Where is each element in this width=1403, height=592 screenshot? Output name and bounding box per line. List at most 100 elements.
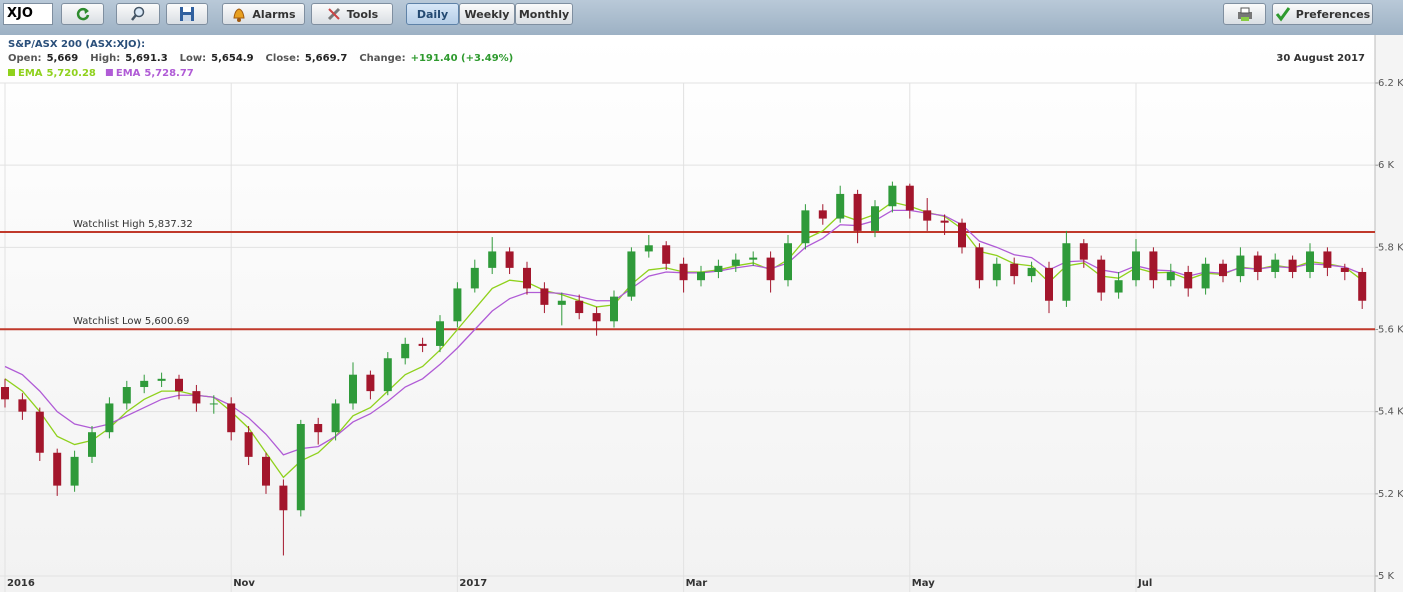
candle-body [1,387,9,400]
candle-body [1201,263,1210,289]
period-button[interactable]: Monthly [515,3,573,25]
candle-body [1149,251,1158,281]
candle-body [401,343,410,359]
alarms-button[interactable]: Alarms [222,3,305,25]
candle-body [227,403,236,433]
candle-body [383,358,392,392]
candle-body [296,423,305,511]
candle-body [766,257,775,281]
candle-body [349,374,357,404]
toolbar: XJO Alarms Tools Daily Weekly Monthly Pr… [0,0,1403,35]
candle-body [540,288,549,305]
candle-body [366,374,375,392]
candle-body [53,452,62,486]
quote-value: 5,669 [47,53,79,64]
candle-body [923,210,932,221]
print-button[interactable] [1223,3,1266,25]
legend: EMA 5,720.28 EMA 5,728.77 [8,68,194,79]
candle-body [592,313,601,322]
legend-name: EMA [116,68,141,79]
candle-body [836,193,845,219]
candle-body [697,271,705,281]
zoom-button[interactable] [116,3,160,25]
quote-label: High: [90,53,120,64]
y-tick-label: 5 K [1378,571,1395,582]
candle-body [1062,243,1071,301]
check-icon [1275,7,1290,22]
candle-body [958,222,966,248]
y-tick-label: 5.8 K [1378,242,1403,253]
candle-body [1184,271,1193,289]
candle-body [244,432,253,457]
candle-body [940,220,949,223]
y-tick-label: 5.6 K [1378,325,1403,336]
refresh-icon [76,7,89,21]
candle-body [557,300,566,305]
quote-value: +191.40 (+3.49%) [411,53,514,64]
symbol-input[interactable]: XJO [3,3,53,25]
candle-body [1219,263,1227,277]
candle-body [662,245,671,264]
quote-value: 5,654.9 [211,53,253,64]
candle-body [418,343,427,346]
candle-body [1253,255,1262,272]
date-label: 30 August 2017 [1276,53,1365,64]
alarms-label: Alarms [252,7,296,21]
candle-body [818,210,827,219]
candle-body [871,206,879,231]
save-icon [180,7,194,21]
candle-body [1271,259,1280,272]
x-tick-label: Mar [686,578,708,589]
candle-body [488,251,497,268]
candle-body [35,411,44,453]
candle-body [853,193,862,231]
save-button[interactable] [166,3,208,25]
candle-body [209,403,218,405]
candle-body [18,399,27,412]
candle-body [505,251,514,268]
candle-body [70,456,79,486]
candle-body [1323,251,1332,268]
chart: S&P/ASX 200 (ASX:XJO): 30 August 2017 Op… [0,35,1403,592]
candle-body [888,185,897,207]
preferences-button[interactable]: Preferences [1272,3,1373,25]
x-tick-label: 2016 [7,578,35,589]
candle-body [262,456,270,486]
tools-button[interactable]: Tools [311,3,393,25]
candle-body [331,403,340,433]
candle-body [88,432,96,457]
plot-background [0,35,1375,592]
legend-swatch [8,69,15,76]
legend-value: 5,720.28 [47,68,96,79]
candle-body [627,251,636,297]
legend-name: EMA [18,68,43,79]
legend-swatch [105,69,113,76]
y-tick-label: 5.2 K [1378,489,1403,500]
candle-body [436,321,444,346]
y-tick-label: 5.4 K [1378,407,1403,418]
candle-body [105,403,114,433]
candle-body [992,263,1001,281]
candle-body [784,243,792,281]
x-tick-label: Jul [1137,578,1152,589]
candle-body [1010,263,1019,277]
candle-body [905,185,914,211]
candle-body [749,257,758,260]
period-button[interactable]: Weekly [459,3,515,25]
candle-body [314,423,323,433]
candle-body [1027,267,1036,277]
candle-body [470,267,479,289]
candle-body [714,265,723,272]
x-tick-label: May [912,578,935,589]
print-icon [1237,7,1252,21]
axis-background [1375,35,1403,592]
quote-label: Change: [359,53,405,64]
x-tick-label: Nov [233,578,255,589]
candle-body [1045,267,1053,301]
refresh-button[interactable] [61,3,104,25]
candle-body [679,263,688,281]
candle-body [157,378,166,381]
period-button[interactable]: Daily [406,3,459,25]
watchlist-label: Watchlist High 5,837.32 [73,219,193,230]
candle-body [1114,280,1123,293]
